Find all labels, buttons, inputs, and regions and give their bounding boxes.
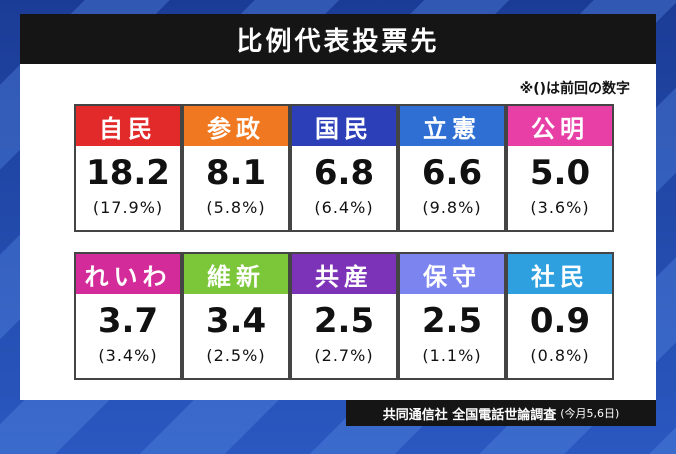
title-bar: 比例代表投票先 xyxy=(20,14,656,64)
party-value: 2.5 xyxy=(313,301,375,341)
party-name: 立憲 xyxy=(400,106,504,146)
party-previous-value: (5.8%) xyxy=(206,198,266,217)
party-card: 維新 3.4 (2.5%) xyxy=(182,252,290,380)
results-panel: ※()は前回の数字 自民 18.2 (17.9%) 参政 8.1 (5.8%) 国民 6.8 (… xyxy=(20,64,656,400)
chart-title: 比例代表投票先 xyxy=(236,26,440,57)
party-name: 参政 xyxy=(184,106,288,146)
party-value: 3.7 xyxy=(97,301,159,341)
party-card: 保守 2.5 (1.1%) xyxy=(398,252,506,380)
party-name: 保守 xyxy=(400,254,504,294)
party-card: 国民 6.8 (6.4%) xyxy=(290,104,398,232)
party-value: 3.4 xyxy=(205,301,267,341)
party-previous-value: (2.5%) xyxy=(206,346,266,365)
source-label: 共同通信社 全国電話世論調査 xyxy=(382,407,557,423)
party-name: 自民 xyxy=(76,106,180,146)
party-card: れいわ 3.7 (3.4%) xyxy=(74,252,182,380)
party-name: 維新 xyxy=(184,254,288,294)
party-value: 6.8 xyxy=(313,153,375,193)
source-bar: 共同通信社 全国電話世論調査 (今月5,6日) xyxy=(346,400,656,426)
party-value: 6.6 xyxy=(421,153,483,193)
source-date: (今月5,6日) xyxy=(560,407,620,420)
party-name: 社民 xyxy=(508,254,612,294)
party-previous-value: (3.4%) xyxy=(98,346,158,365)
party-previous-value: (3.6%) xyxy=(530,198,590,217)
party-card: 公明 5.0 (3.6%) xyxy=(506,104,614,232)
party-name: 共産 xyxy=(292,254,396,294)
party-value: 0.9 xyxy=(529,301,591,341)
party-card: 社民 0.9 (0.8%) xyxy=(506,252,614,380)
party-card: 自民 18.2 (17.9%) xyxy=(74,104,182,232)
party-name: れいわ xyxy=(76,254,180,294)
party-card: 共産 2.5 (2.7%) xyxy=(290,252,398,380)
party-value: 8.1 xyxy=(205,153,267,193)
party-value: 2.5 xyxy=(421,301,483,341)
note-text: ※()は前回の数字 xyxy=(519,81,630,97)
party-previous-value: (6.4%) xyxy=(314,198,374,217)
party-name: 国民 xyxy=(292,106,396,146)
party-previous-value: (17.9%) xyxy=(92,198,164,217)
party-previous-value: (2.7%) xyxy=(314,346,374,365)
party-value: 5.0 xyxy=(529,153,591,193)
party-previous-value: (9.8%) xyxy=(422,198,482,217)
party-card: 参政 8.1 (5.8%) xyxy=(182,104,290,232)
party-previous-value: (1.1%) xyxy=(422,346,482,365)
party-value: 18.2 xyxy=(86,153,170,193)
party-name: 公明 xyxy=(508,106,612,146)
party-card: 立憲 6.6 (9.8%) xyxy=(398,104,506,232)
party-previous-value: (0.8%) xyxy=(530,346,590,365)
